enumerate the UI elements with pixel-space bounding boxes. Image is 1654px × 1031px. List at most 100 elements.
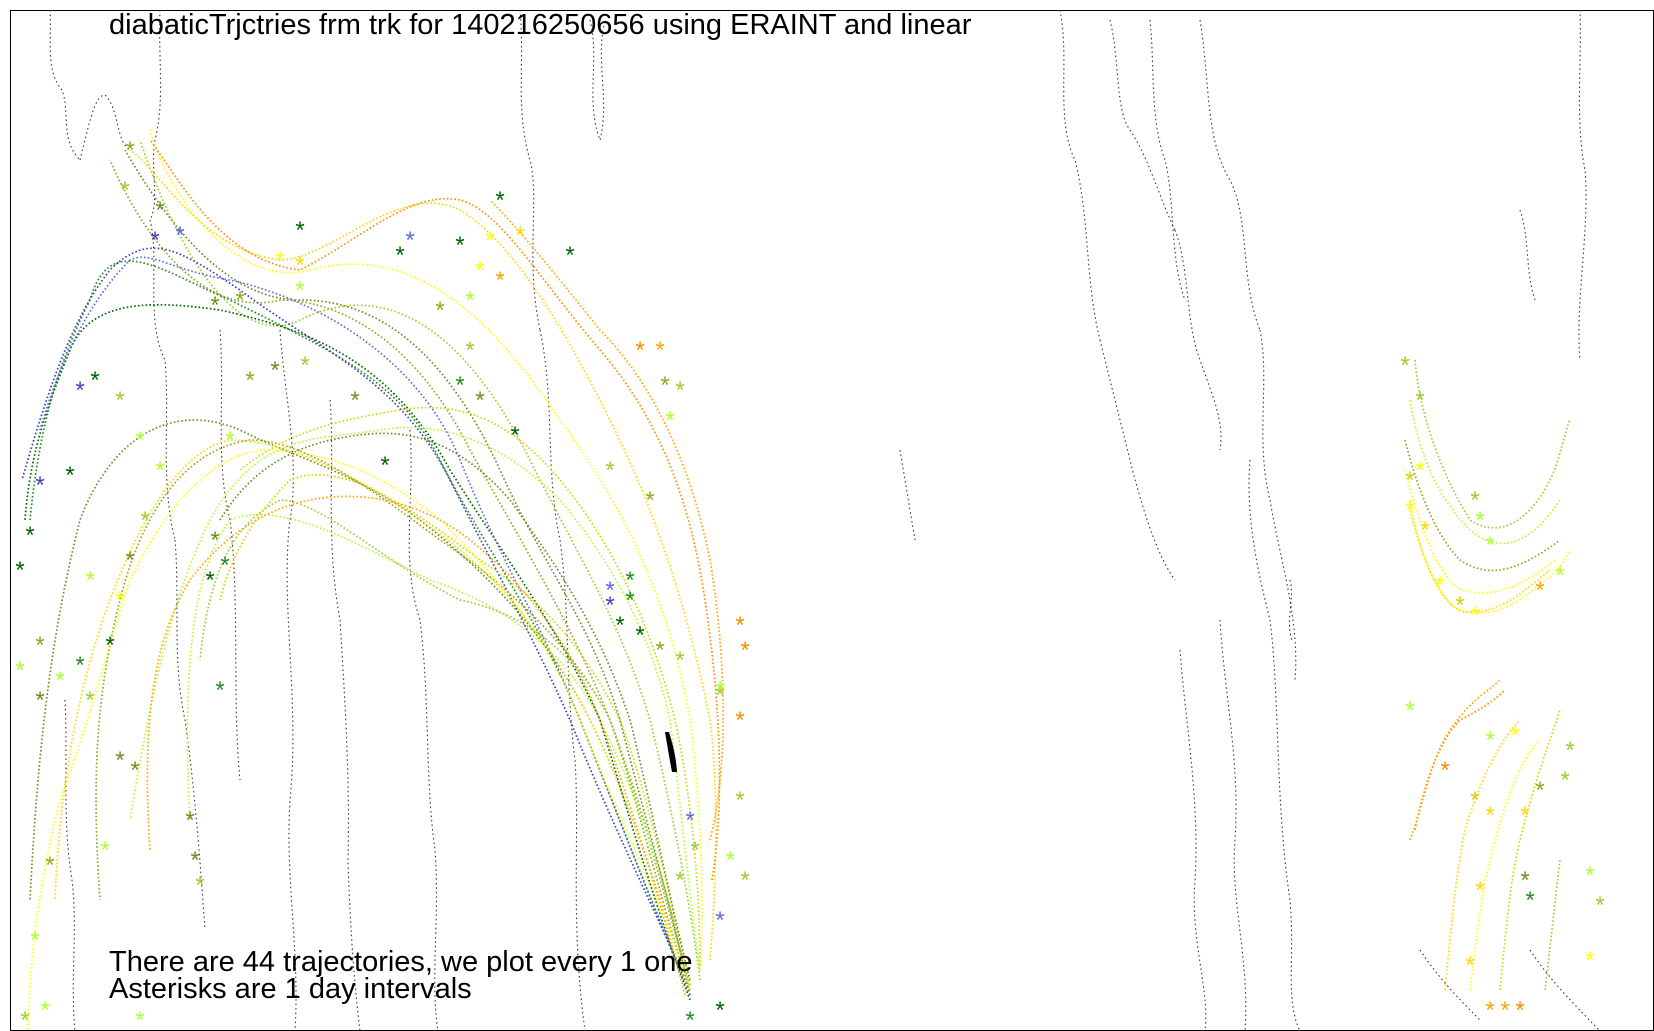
- day-marker-asterisk: *: [1525, 887, 1534, 914]
- day-marker-asterisk: *: [155, 457, 164, 484]
- day-marker-asterisk: *: [615, 612, 624, 639]
- day-marker-asterisk: *: [75, 377, 84, 404]
- day-marker-asterisk: *: [465, 337, 474, 364]
- day-marker-asterisk: *: [155, 197, 164, 224]
- day-marker-asterisk: *: [105, 632, 114, 659]
- day-marker-asterisk: *: [205, 567, 214, 594]
- coastline-segment: [1519, 209, 1536, 301]
- day-marker-asterisk: *: [735, 707, 744, 734]
- day-marker-asterisk: *: [1455, 592, 1464, 619]
- trajectory-line: [1409, 679, 1501, 841]
- day-marker-asterisk: *: [675, 647, 684, 674]
- day-marker-asterisk: *: [1470, 787, 1479, 814]
- day-marker-asterisk: *: [1400, 352, 1409, 379]
- coastline-segment: [64, 699, 76, 1031]
- day-marker-asterisk: *: [1415, 457, 1424, 484]
- day-marker-asterisk: *: [635, 337, 644, 364]
- day-marker-asterisk: *: [125, 137, 134, 164]
- trajectory-line: [1469, 739, 1541, 991]
- day-marker-asterisk: *: [140, 507, 149, 534]
- day-marker-asterisk: *: [350, 387, 359, 414]
- coastline-segment: [1578, 9, 1587, 361]
- day-marker-asterisk: *: [715, 907, 724, 934]
- day-marker-asterisk: *: [1475, 877, 1484, 904]
- day-marker-asterisk: *: [455, 232, 464, 259]
- day-marker-asterisk: *: [190, 847, 199, 874]
- trajectory-line: [199, 499, 691, 986]
- day-marker-asterisk: *: [735, 787, 744, 814]
- day-marker-asterisk: *: [1560, 767, 1569, 794]
- coastline-segment: [79, 94, 131, 161]
- day-marker-asterisk: *: [465, 287, 474, 314]
- coastline-segment: [329, 399, 361, 1031]
- day-marker-asterisk: *: [455, 372, 464, 399]
- trajectory-line: [1409, 499, 1571, 614]
- day-marker-asterisk: *: [1405, 497, 1414, 524]
- day-marker-asterisk: *: [735, 612, 744, 639]
- day-marker-asterisk: *: [235, 287, 244, 314]
- day-marker-asterisk: *: [125, 547, 134, 574]
- coastline-segment: [1149, 19, 1186, 301]
- coastline-segment: [1199, 19, 1261, 331]
- storm-track-origin: [665, 732, 677, 772]
- trajectory-line: [1404, 439, 1561, 572]
- day-marker-asterisk: *: [1465, 952, 1474, 979]
- day-marker-asterisk: *: [1585, 947, 1594, 974]
- day-marker-asterisk: *: [380, 452, 389, 479]
- trajectory-line: [1409, 399, 1561, 545]
- trajectory-line: [1414, 359, 1571, 529]
- trajectory-line: [489, 199, 725, 841]
- coastline-segment: [1529, 949, 1601, 1031]
- day-marker-asterisk: *: [1585, 862, 1594, 889]
- trajectory-line: [219, 473, 691, 986]
- coastline-segment: [149, 219, 176, 541]
- day-marker-asterisk: *: [605, 592, 614, 619]
- day-marker-asterisk: *: [485, 227, 494, 254]
- coastline-segment: [1174, 229, 1222, 451]
- trajectory-line: [21, 247, 691, 991]
- day-marker-asterisk: *: [1515, 997, 1524, 1024]
- day-marker-asterisk: *: [625, 587, 634, 614]
- day-marker-asterisk: *: [45, 852, 54, 879]
- coastline-segment: [589, 19, 606, 142]
- day-marker-asterisk: *: [495, 267, 504, 294]
- day-marker-asterisk: *: [475, 387, 484, 414]
- trajectory-line: [146, 495, 686, 996]
- day-marker-asterisk: *: [30, 927, 39, 954]
- coastline-segment: [1109, 19, 1176, 231]
- trajectory-line: [1404, 469, 1556, 594]
- day-marker-asterisk: *: [1535, 577, 1544, 604]
- day-marker-asterisk: *: [100, 837, 109, 864]
- trajectory-line: [149, 129, 703, 971]
- trajectory-line: [54, 439, 691, 991]
- day-marker-asterisk: *: [40, 997, 49, 1024]
- coastlines: [49, 9, 1601, 1031]
- day-marker-asterisk: *: [635, 622, 644, 649]
- coastline-segment: [899, 449, 916, 541]
- day-marker-asterisk: *: [690, 837, 699, 864]
- trajectory-line: [139, 139, 701, 981]
- day-marker-asterisk: *: [1470, 602, 1479, 629]
- day-marker-asterisk: *: [645, 487, 654, 514]
- trajectory-line: [1544, 859, 1561, 991]
- day-marker-asterisk: *: [1475, 507, 1484, 534]
- trajectory-line: [29, 260, 691, 996]
- trajectory-line: [1414, 689, 1506, 831]
- trajectory-line: [186, 513, 691, 986]
- coastline-segment: [1099, 339, 1176, 581]
- trajectory-line: [109, 159, 691, 991]
- day-marker-asterisk: *: [35, 632, 44, 659]
- trajectory-count-note: There are 44 trajectories, we plot every…: [109, 946, 693, 978]
- day-marker-asterisk: *: [1510, 722, 1519, 749]
- day-marker-asterisk: *: [1440, 757, 1449, 784]
- day-marker-asterisk: *: [605, 577, 614, 604]
- day-marker-asterisk: *: [435, 297, 444, 324]
- day-marker-asterisk: *: [35, 472, 44, 499]
- trajectory-line: [1499, 709, 1561, 991]
- day-marker-asterisk: *: [135, 427, 144, 454]
- day-marker-asterisk: *: [65, 462, 74, 489]
- day-marker-asterisk: *: [1535, 777, 1544, 804]
- day-marker-asterisk: *: [15, 557, 24, 584]
- day-marker-asterisk: *: [655, 337, 664, 364]
